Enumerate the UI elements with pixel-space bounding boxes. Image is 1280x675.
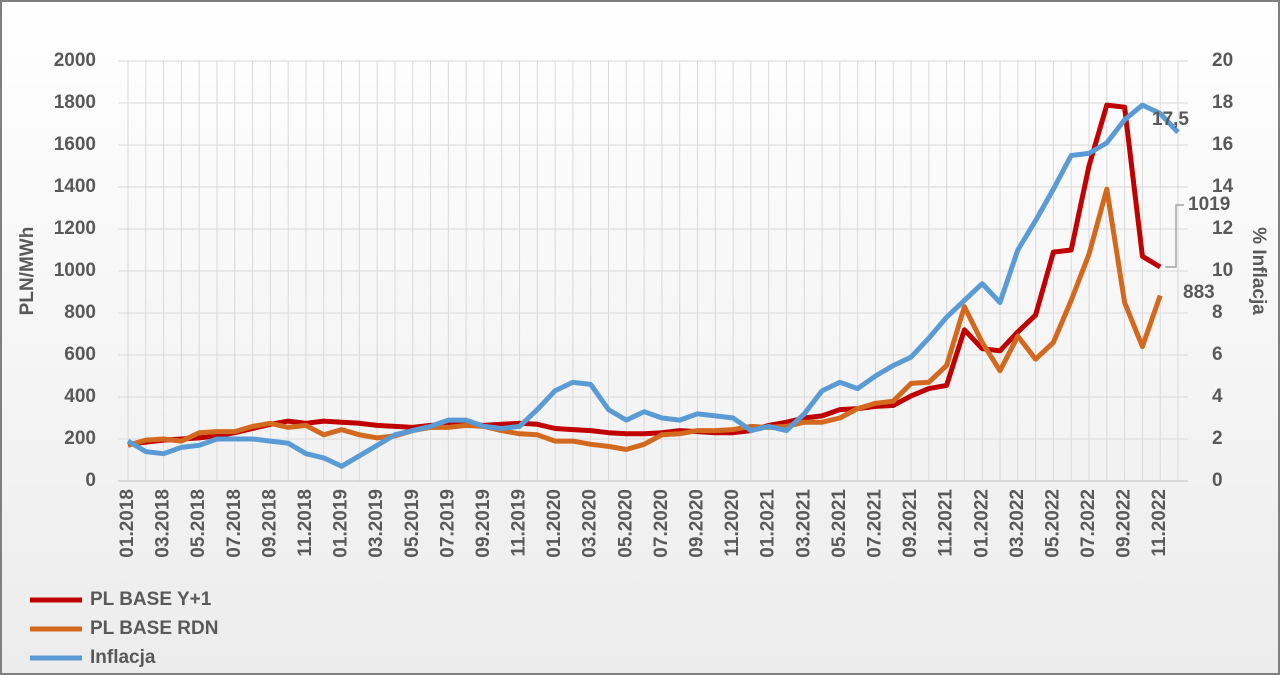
y-tick-label: 0 xyxy=(85,470,96,491)
x-tick-label: 05.2018 xyxy=(188,489,209,558)
legend-label: PL BASE RDN xyxy=(90,618,218,639)
x-tick-label: 11.2018 xyxy=(295,489,316,557)
data-label: 1019 xyxy=(1188,194,1230,215)
y-tick-label: 1800 xyxy=(54,92,96,113)
series-line xyxy=(127,186,1163,452)
x-tick-label: 11.2022 xyxy=(1149,489,1170,557)
y2-tick-label: 16 xyxy=(1212,134,1233,155)
y2-tick-label: 12 xyxy=(1212,218,1233,239)
x-tick-label: 05.2020 xyxy=(615,489,636,558)
y2-tick-label: 20 xyxy=(1212,50,1233,71)
x-tick-label: 07.2022 xyxy=(1078,489,1099,558)
y-tick-label: 200 xyxy=(64,428,96,449)
x-tick-label: 09.2018 xyxy=(259,489,280,558)
x-tick-label: 05.2019 xyxy=(402,489,423,558)
y-tick-label: 1000 xyxy=(54,260,96,281)
y-tick-label: 2000 xyxy=(54,50,96,71)
x-tick-label: 07.2021 xyxy=(864,489,885,558)
x-tick-label: 09.2021 xyxy=(900,489,921,558)
x-tick-label: 01.2019 xyxy=(331,489,352,558)
x-tick-label: 11.2019 xyxy=(509,489,530,557)
x-tick-label: 11.2021 xyxy=(936,489,957,557)
y-tick-label: 600 xyxy=(64,344,96,365)
x-tick-label: 09.2019 xyxy=(473,489,494,558)
y2-tick-label: 10 xyxy=(1212,260,1233,281)
x-tick-label: 03.2018 xyxy=(153,489,174,558)
legend-label: Inflacja xyxy=(90,647,156,668)
y2-tick-label: 2 xyxy=(1212,428,1223,449)
data-label: 17,5 xyxy=(1152,109,1189,130)
x-tick-label: 03.2020 xyxy=(580,489,601,558)
x-tick-label: 01.2018 xyxy=(117,489,138,558)
legend-label: PL BASE Y+1 xyxy=(90,589,212,610)
x-tick-label: 03.2022 xyxy=(1007,489,1028,558)
x-tick-label: 07.2019 xyxy=(437,489,458,558)
y2-tick-label: 14 xyxy=(1212,176,1234,197)
series-line xyxy=(126,102,1180,469)
x-tick-label: 03.2021 xyxy=(793,489,814,558)
y-tick-label: 400 xyxy=(64,386,96,407)
label-connector xyxy=(1165,204,1184,268)
y-tick-label: 1200 xyxy=(54,218,96,239)
x-tick-label: 09.2020 xyxy=(687,489,708,558)
y2-tick-label: 8 xyxy=(1212,302,1223,323)
x-tick-label: 01.2020 xyxy=(544,489,565,558)
y-tick-label: 1600 xyxy=(54,134,96,155)
x-tick-label: 05.2022 xyxy=(1042,489,1063,558)
y2-tick-label: 6 xyxy=(1212,344,1223,365)
y2-tick-label: 0 xyxy=(1212,470,1223,491)
x-tick-label: 09.2022 xyxy=(1114,489,1135,558)
x-tick-label: 03.2019 xyxy=(366,489,387,558)
x-tick-label: 01.2022 xyxy=(971,489,992,558)
x-tick-label: 05.2021 xyxy=(829,489,850,558)
y-tick-label: 800 xyxy=(64,302,96,323)
y2-tick-label: 4 xyxy=(1212,386,1223,407)
data-label: 883 xyxy=(1183,282,1215,303)
x-tick-label: 07.2020 xyxy=(651,489,672,558)
y-axis-title: PLN/MWh xyxy=(17,227,38,316)
x-tick-label: 01.2021 xyxy=(758,489,779,558)
x-tick-label: 07.2018 xyxy=(224,489,245,558)
y2-tick-label: 18 xyxy=(1212,92,1233,113)
y-tick-label: 1400 xyxy=(54,176,96,197)
x-tick-label: 11.2020 xyxy=(722,489,743,557)
y2-axis-title: % Inflacja xyxy=(1248,227,1269,315)
